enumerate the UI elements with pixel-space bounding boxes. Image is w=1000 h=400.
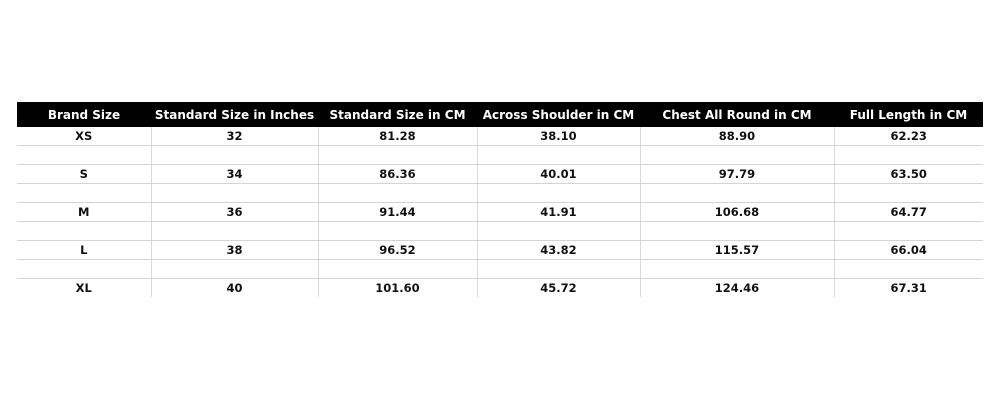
empty-cell	[833, 183, 983, 203]
empty-cell	[833, 145, 983, 165]
empty-cell	[639, 145, 834, 165]
empty-cell	[833, 259, 983, 279]
table-cell: 124.46	[639, 278, 834, 297]
spacer-row	[17, 221, 983, 241]
size-chart-table: Brand Size Standard Size in Inches Standar…	[17, 102, 983, 297]
table-cell: 67.31	[833, 278, 983, 297]
table-cell: 43.82	[476, 240, 640, 260]
table-row: L 38 96.52 43.82 115.57 66.04	[17, 240, 983, 260]
empty-cell	[476, 259, 640, 279]
empty-cell	[317, 259, 477, 279]
table-cell: 32	[150, 127, 318, 146]
table-cell: 63.50	[833, 164, 983, 184]
column-header: Across Shoulder in CM	[477, 102, 640, 127]
empty-cell	[150, 183, 318, 203]
column-header: Standard Size in Inches	[151, 102, 318, 127]
column-header: Chest All Round in CM	[640, 102, 834, 127]
column-header: Standard Size in CM	[318, 102, 477, 127]
table-row: M 36 91.44 41.91 106.68 64.77	[17, 202, 983, 222]
empty-cell	[476, 145, 640, 165]
table-cell: 45.72	[476, 278, 640, 297]
header-row: Brand Size Standard Size in Inches Standar…	[17, 102, 983, 127]
table-cell: 97.79	[639, 164, 834, 184]
table-row: XS 32 81.28 38.10 88.90 62.23	[17, 127, 983, 146]
empty-cell	[639, 259, 834, 279]
spacer-row	[17, 145, 983, 165]
empty-cell	[150, 259, 318, 279]
empty-cell	[150, 221, 318, 241]
table-cell: 38.10	[476, 127, 640, 146]
table-cell: 34	[150, 164, 318, 184]
table-cell: S	[17, 164, 151, 184]
empty-cell	[150, 145, 318, 165]
column-header: Brand Size	[17, 102, 151, 127]
table-cell: 101.60	[317, 278, 477, 297]
table-cell: 41.91	[476, 202, 640, 222]
empty-cell	[17, 145, 151, 165]
table-cell: XS	[17, 127, 151, 146]
table-cell: 81.28	[317, 127, 477, 146]
empty-cell	[476, 221, 640, 241]
table-cell: 66.04	[833, 240, 983, 260]
table-cell: XL	[75, 281, 92, 295]
table-cell: 40	[150, 278, 318, 297]
table-cell: 91.44	[317, 202, 477, 222]
table-cell: 86.36	[317, 164, 477, 184]
table-cell: 106.68	[639, 202, 834, 222]
empty-cell	[639, 183, 834, 203]
spacer-row	[17, 183, 983, 203]
empty-cell	[17, 183, 151, 203]
empty-cell	[317, 145, 477, 165]
empty-cell	[317, 221, 477, 241]
column-header: Full Length in CM	[834, 102, 983, 127]
empty-cell	[17, 221, 151, 241]
table-cell: 36	[150, 202, 318, 222]
table-row: S 34 86.36 40.01 97.79 63.50	[17, 164, 983, 184]
table-cell: 115.57	[639, 240, 834, 260]
empty-cell	[317, 183, 477, 203]
table-cell: 88.90	[639, 127, 834, 146]
empty-cell	[17, 259, 151, 279]
table-cell: 62.23	[833, 127, 983, 146]
empty-cell	[476, 183, 640, 203]
table-cell: 96.52	[317, 240, 477, 260]
table-cell: M	[17, 202, 151, 222]
table-cell: 40.01	[476, 164, 640, 184]
empty-cell	[639, 221, 834, 241]
table-cell: 38	[150, 240, 318, 260]
table-cell: L	[17, 240, 151, 260]
table-cell: 64.77	[833, 202, 983, 222]
table-row: XL 40 101.60 45.72 124.46 67.31	[17, 278, 983, 297]
empty-cell	[833, 221, 983, 241]
spacer-row	[17, 259, 983, 279]
